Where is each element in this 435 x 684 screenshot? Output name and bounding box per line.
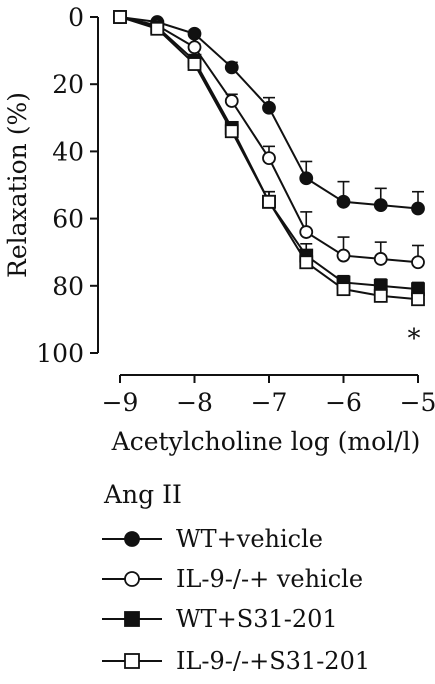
open-square-marker xyxy=(187,57,202,71)
legend-item: IL-9-/-+ vehicle xyxy=(100,562,363,596)
x-axis-ticks: −9 −8 −7 −6 −5 xyxy=(102,375,435,417)
filled-circle-marker xyxy=(224,60,239,75)
legend-label: IL-9-/-+ vehicle xyxy=(176,565,364,593)
open-circle-marker xyxy=(187,40,202,55)
filled-circle-marker xyxy=(373,198,388,213)
plot-area xyxy=(113,10,425,307)
open-circle-marker xyxy=(262,151,276,166)
legend-label: WT+S31-201 xyxy=(176,605,338,633)
legend-swatch xyxy=(102,611,162,627)
filled-circle-marker xyxy=(124,531,140,547)
open-circle-marker xyxy=(124,571,140,587)
legend-item: WT+vehicle xyxy=(100,522,323,556)
x-tick-label: −7 xyxy=(251,388,288,417)
x-tick-label: −8 xyxy=(176,388,213,417)
open-square-marker xyxy=(113,10,127,24)
x-tick-label: −5 xyxy=(400,388,435,417)
x-axis-label: Acetylcholine log (mol/l) xyxy=(111,427,421,456)
x-tick-label: −6 xyxy=(325,388,362,417)
filled-circle-marker xyxy=(299,171,314,186)
relaxation-chart: 0 20 40 60 80 100 −9 −8 −7 −6 −5 Relaxation (%) A… xyxy=(3,3,435,456)
y-tick-label: 100 xyxy=(36,339,84,368)
open-circle-marker xyxy=(336,248,351,263)
open-circle-marker xyxy=(373,252,388,266)
open-circle-marker xyxy=(224,94,239,108)
open-square-marker xyxy=(373,288,388,303)
filled-circle-marker xyxy=(411,201,425,216)
legend-swatch xyxy=(102,571,162,587)
y-tick-label: 60 xyxy=(52,205,84,234)
y-tick-label: 20 xyxy=(52,70,84,99)
x-tick-label: −9 xyxy=(102,388,139,417)
filled-circle-marker xyxy=(336,194,351,209)
open-square-marker xyxy=(411,292,425,307)
open-circle-marker xyxy=(411,255,425,270)
y-axis-ticks: 0 20 40 60 80 100 xyxy=(36,3,98,368)
significance-asterisk: * xyxy=(408,324,421,354)
filled-circle-marker xyxy=(187,26,202,41)
filled-circle-marker xyxy=(262,100,276,115)
y-tick-label: 80 xyxy=(52,272,84,301)
series-2 xyxy=(113,10,425,270)
series-1 xyxy=(113,10,425,216)
open-square-marker xyxy=(336,282,351,297)
open-square-marker xyxy=(262,194,276,209)
legend-swatch xyxy=(102,531,162,547)
y-axis-label: Relaxation (%) xyxy=(3,92,32,278)
legend-item: IL-9-/-+S31-201 xyxy=(100,644,370,678)
legend-label: IL-9-/-+S31-201 xyxy=(176,647,371,675)
open-square-marker xyxy=(150,21,165,36)
series-4 xyxy=(113,10,425,307)
legend-swatch xyxy=(102,653,162,669)
y-tick-label: 0 xyxy=(68,3,84,32)
open-circle-marker xyxy=(299,225,314,239)
legend-item: WT+S31-201 xyxy=(100,602,338,636)
legend-title: Ang II xyxy=(104,480,182,509)
open-square-marker xyxy=(299,255,314,270)
legend-label: WT+vehicle xyxy=(176,525,323,553)
open-square-marker xyxy=(124,653,140,669)
filled-square-marker xyxy=(124,611,140,627)
y-tick-label: 40 xyxy=(52,137,84,166)
open-square-marker xyxy=(224,124,239,139)
series-line xyxy=(119,16,419,264)
